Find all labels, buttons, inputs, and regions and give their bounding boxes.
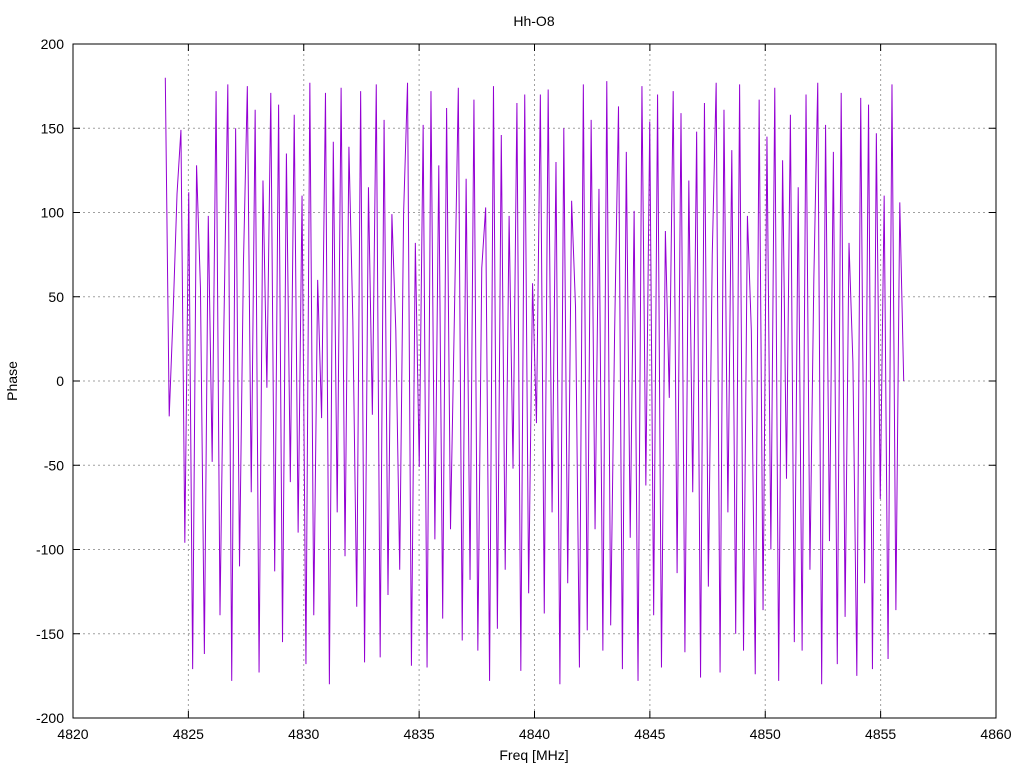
x-tick-label: 4830 (288, 726, 319, 742)
x-tick-label: 4820 (57, 726, 88, 742)
y-tick-label: -200 (36, 710, 64, 726)
y-tick-label: 200 (41, 36, 65, 52)
x-tick-label: 4855 (865, 726, 896, 742)
x-tick-label: 4850 (750, 726, 781, 742)
x-tick-label: 4860 (980, 726, 1011, 742)
series-lines (164, 77, 905, 685)
y-tick-label: 0 (56, 373, 64, 389)
x-tick-labels: 4820 4825 4830 4835 4840 4845 4850 4855 4860 (57, 726, 1011, 742)
grid-lines (73, 44, 996, 718)
phase-series-line (164, 77, 905, 685)
y-tick-label: 50 (48, 289, 64, 305)
y-tick-label: -150 (36, 626, 64, 642)
x-tick-label: 4840 (519, 726, 550, 742)
axis-ticks (72, 43, 997, 719)
y-axis-label: Phase (4, 361, 20, 401)
x-axis-label: Freq [MHz] (499, 747, 568, 763)
y-tick-label: 150 (41, 120, 65, 136)
chart-title: Hh-O8 (513, 13, 554, 29)
y-tick-label: -100 (36, 542, 64, 558)
x-tick-label: 4835 (404, 726, 435, 742)
y-tick-label: 100 (41, 205, 65, 221)
y-tick-labels: -200 -150 -100 -50 0 50 100 150 200 (36, 36, 64, 726)
y-tick-label: -50 (44, 457, 64, 473)
x-tick-label: 4845 (634, 726, 665, 742)
x-tick-label: 4825 (173, 726, 204, 742)
